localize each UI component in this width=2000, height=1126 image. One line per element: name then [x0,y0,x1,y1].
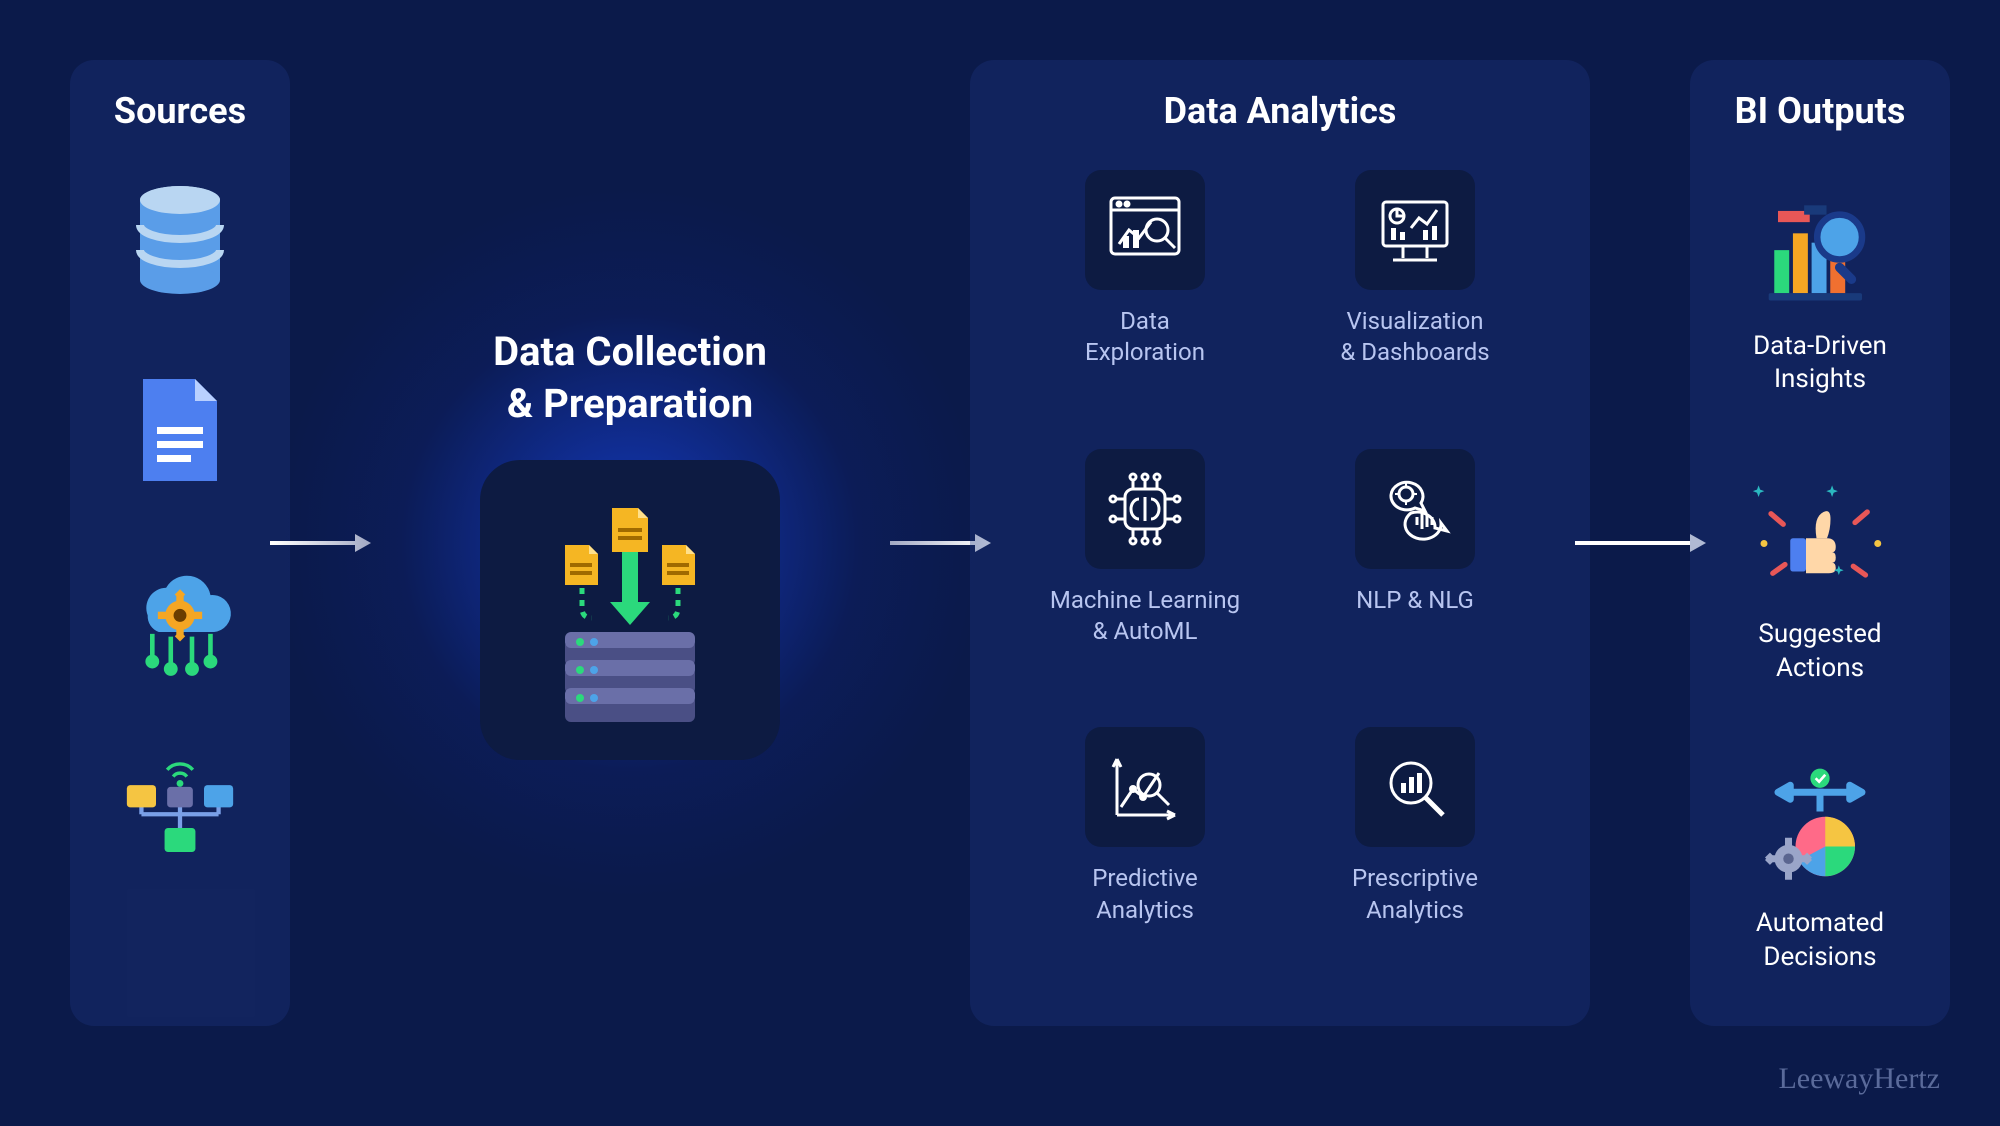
sources-panel: Sources [70,60,290,1026]
analytics-item-visualization: Visualization& Dashboards [1290,170,1540,419]
predictive-icon [1085,727,1205,847]
diagram-stage: Sources [0,0,2000,1126]
outputs-panel: BI Outputs [1690,60,1950,1026]
etl-server-icon [510,490,750,730]
output-suggested: SuggestedActions [1750,480,1890,686]
outputs-title: BI Outputs [1735,90,1906,132]
analytics-item-exploration: DataExploration [1020,170,1270,419]
analytics-item-nlp: NLP & NLG [1290,449,1540,698]
collection-section: Data Collection& Preparation [350,60,910,1026]
database-icon [120,180,240,300]
document-icon [120,370,240,490]
automated-decisions-icon [1750,769,1890,889]
analytics-label: PrescriptiveAnalytics [1352,863,1478,925]
outputs-stack: Data-DrivenInsights [1750,170,1890,996]
arrow-3 [1590,528,1690,558]
output-label: AutomatedDecisions [1756,907,1884,975]
analytics-label: Machine Learning& AutoML [1050,585,1240,647]
analytics-title: Data Analytics [990,90,1570,132]
analytics-item-prescriptive: PrescriptiveAnalytics [1290,727,1540,976]
output-label: SuggestedActions [1758,618,1881,686]
collection-card [480,460,780,760]
analytics-grid: DataExploration Visu [990,160,1570,996]
cloud-gear-icon [120,560,240,680]
insights-icon [1750,192,1890,312]
thumbs-up-icon [1750,480,1890,600]
output-insights: Data-DrivenInsights [1750,192,1890,398]
analytics-panel: Data Analytics DataExploration [970,60,1590,1026]
network-icon [120,750,240,870]
visualization-icon [1355,170,1475,290]
ml-automl-icon [1085,449,1205,569]
prescriptive-icon [1355,727,1475,847]
analytics-item-predictive: PredictiveAnalytics [1020,727,1270,976]
output-label: Data-DrivenInsights [1753,330,1887,398]
analytics-label: DataExploration [1085,306,1205,368]
data-exploration-icon [1085,170,1205,290]
sources-title: Sources [114,90,246,132]
watermark: LeewayHertz [1778,1062,1940,1096]
analytics-label: PredictiveAnalytics [1092,863,1198,925]
analytics-item-ml: Machine Learning& AutoML [1020,449,1270,698]
analytics-label: NLP & NLG [1356,585,1474,616]
nlp-nlg-icon [1355,449,1475,569]
output-automated: AutomatedDecisions [1750,769,1890,975]
analytics-label: Visualization& Dashboards [1340,306,1489,368]
collection-title: Data Collection& Preparation [493,326,767,430]
sources-icons [120,180,240,870]
